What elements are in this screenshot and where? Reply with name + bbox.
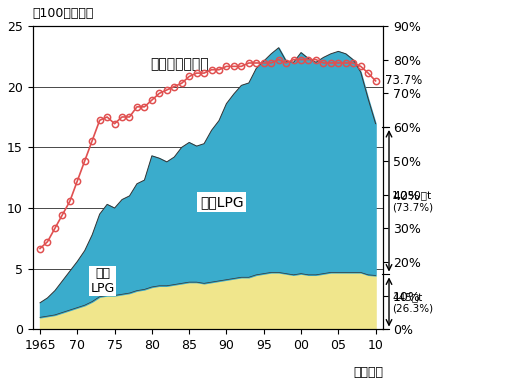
- Text: 1,250万t
(73.7%): 1,250万t (73.7%): [392, 191, 433, 212]
- Text: 輸入比率（％）: 輸入比率（％）: [151, 57, 209, 71]
- Text: 445万t
(26.3%): 445万t (26.3%): [392, 292, 433, 313]
- Text: （100万トン）: （100万トン）: [32, 7, 94, 20]
- Text: 73.7%: 73.7%: [385, 74, 422, 87]
- Text: 輸入LPG: 輸入LPG: [200, 195, 244, 209]
- Text: （年度）: （年度）: [353, 366, 383, 379]
- Text: 国産
LPG: 国産 LPG: [90, 267, 115, 295]
